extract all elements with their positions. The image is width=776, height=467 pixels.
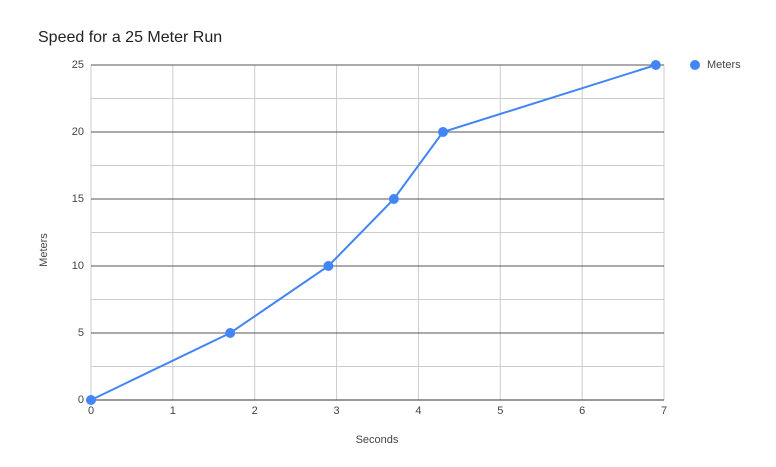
y-tick-label: 0 [78, 394, 84, 406]
x-tick-label: 0 [88, 405, 94, 417]
x-tick-label: 2 [252, 405, 258, 417]
legend-label: Meters [707, 59, 741, 71]
x-tick-label: 6 [579, 405, 585, 417]
marker [437, 127, 448, 137]
chart-title: Speed for a 25 Meter Run [38, 29, 222, 46]
marker [323, 261, 334, 271]
y-tick-label: 10 [72, 260, 84, 272]
x-tick-label: 3 [334, 405, 340, 417]
marker [86, 395, 96, 405]
y-tick-label: 15 [72, 193, 84, 205]
x-tick-label: 5 [497, 405, 503, 417]
y-axis-label: Meters [38, 233, 50, 267]
marker [650, 60, 661, 70]
marker [388, 194, 399, 204]
x-tick-label: 7 [661, 405, 667, 417]
x-axis-label: Seconds [356, 434, 399, 446]
x-tick-label: 4 [415, 405, 421, 417]
line [90, 64, 657, 401]
x-tick-label: 1 [170, 405, 176, 417]
y-tick-label: 20 [72, 126, 84, 138]
legend-marker [690, 60, 700, 70]
y-tick-label: 5 [78, 327, 84, 339]
marker [225, 328, 236, 338]
y-tick-label: 25 [72, 59, 84, 71]
